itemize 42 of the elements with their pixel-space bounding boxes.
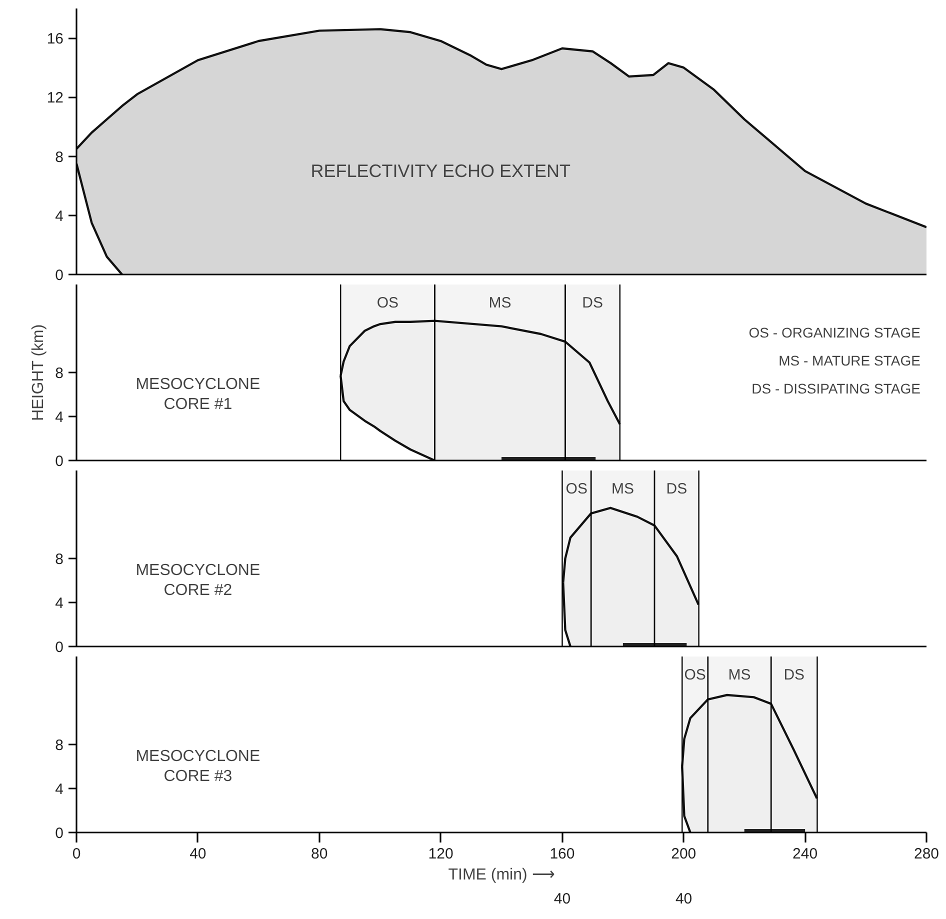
y-tick-label: 4 — [55, 208, 64, 225]
band-label: MS — [612, 480, 634, 498]
x-axis-title: TIME (min) ⟶ — [448, 866, 555, 884]
band-label: MS — [488, 294, 512, 312]
annotation: OS - ORGANIZING STAGE — [748, 324, 920, 340]
annotation: REFLECTIVITY ECHO EXTENT — [310, 161, 570, 182]
annotation: MESOCYCLONE CORE #3 — [136, 748, 260, 786]
y-tick-label: 8 — [55, 365, 64, 382]
y-tick-label: 8 — [55, 737, 64, 754]
y-tick-label: 4 — [55, 409, 64, 426]
annotation: MS - MATURE STAGE — [778, 352, 920, 368]
y-tick-label: 12 — [46, 90, 64, 107]
band-label: OS — [566, 480, 588, 498]
x-tick-label: 120 — [428, 846, 454, 862]
band-label: DS — [666, 480, 688, 498]
y-tick-label: 8 — [55, 551, 64, 568]
y-tick-label: 0 — [55, 453, 64, 470]
text: 40 — [675, 890, 692, 908]
y-tick-label: 4 — [55, 781, 64, 798]
y-tick-label: 8 — [55, 148, 64, 166]
band-label: MS — [728, 666, 751, 684]
text: 40 — [554, 890, 571, 908]
x-tick-label: 280 — [914, 846, 940, 862]
x-tick-label: 200 — [671, 846, 696, 862]
y-tick-label: 4 — [55, 595, 64, 612]
band-label: OS — [376, 294, 399, 312]
y-axis-title: HEIGHT (km) — [30, 324, 48, 421]
y-tick-label: 16 — [46, 30, 64, 48]
x-tick-label: 40 — [190, 846, 206, 862]
y-tick-label: 0 — [55, 267, 64, 284]
x-tick-label: 0 — [72, 846, 81, 862]
y-tick-label: 0 — [55, 639, 64, 656]
x-tick-label: 240 — [792, 846, 818, 862]
band-label: DS — [784, 666, 805, 684]
band-label: DS — [582, 294, 603, 312]
band-label: OS — [684, 666, 706, 684]
x-tick-label: 160 — [550, 846, 575, 862]
x-tick-label: 80 — [311, 846, 328, 862]
annotation: MESOCYCLONE CORE #2 — [136, 562, 260, 600]
y-tick-label: 0 — [55, 825, 64, 842]
annotation: MESOCYCLONE CORE #1 — [136, 376, 260, 414]
annotation: DS - DISSIPATING STAGE — [752, 380, 920, 396]
